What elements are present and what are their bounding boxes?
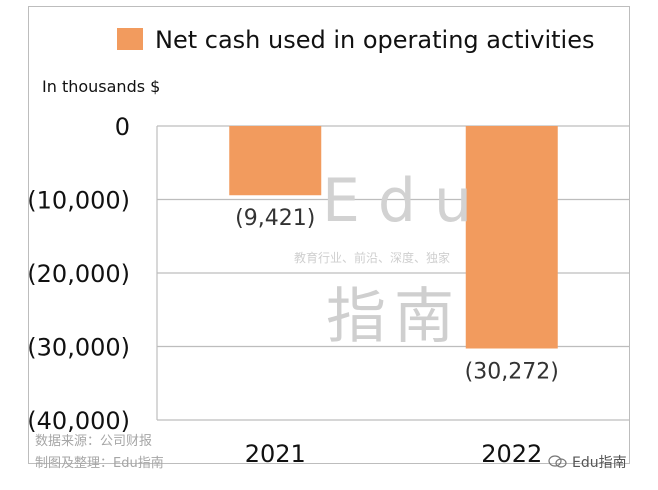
- wechat-icon: [548, 455, 567, 468]
- chart-frame: [28, 6, 630, 464]
- x-tick-label-2022: 2022: [481, 440, 542, 468]
- data-label-2022: (30,272): [465, 359, 559, 384]
- watermark-edu: Edu: [322, 166, 491, 236]
- chart-maker-note: 制图及整理：Edu指南: [35, 456, 164, 471]
- data-source-note: 数据来源：公司财报: [35, 434, 153, 449]
- wechat-badge: Edu指南: [548, 452, 627, 472]
- legend: Net cash used in operating activities: [117, 26, 594, 54]
- bar-2022: [465, 126, 558, 349]
- watermark-tagline: 教育行业、前沿、深度、独家: [294, 251, 451, 265]
- wechat-name: Edu指南: [572, 455, 627, 471]
- bars: [229, 126, 558, 349]
- y-tick-label: (10,000): [27, 187, 130, 215]
- legend-label: Net cash used in operating activities: [155, 26, 594, 54]
- y-tick-label: 0: [115, 113, 130, 141]
- y-tick-label: (40,000): [27, 407, 130, 435]
- y-tick-label: (30,000): [27, 334, 130, 362]
- unit-label: In thousands $: [42, 77, 160, 96]
- x-tick-label-2021: 2021: [245, 440, 306, 468]
- data-label-2021: (9,421): [235, 206, 315, 231]
- watermark-zhinan: 指南: [326, 282, 462, 352]
- y-tick-label: (20,000): [27, 260, 130, 288]
- legend-swatch: [117, 28, 143, 50]
- labels: 0 (10,000) (20,000) (30,000) (40,000) (9,421)…: [27, 113, 559, 468]
- bar-2021: [229, 126, 322, 196]
